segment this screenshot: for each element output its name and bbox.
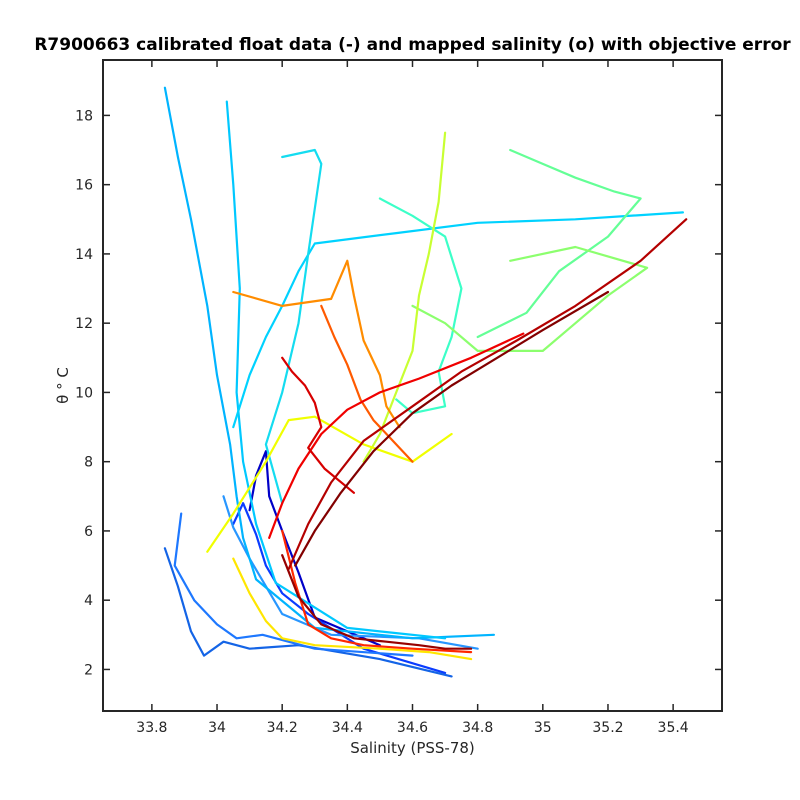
series-line-8	[264, 148, 323, 505]
x-axis-label: Salinity (PSS-78)	[350, 739, 475, 757]
series-line-15	[232, 259, 401, 429]
y-tick-label: 4	[84, 593, 93, 609]
series-line-13	[206, 415, 453, 553]
series-line-6	[225, 100, 447, 640]
series-line-18	[268, 332, 525, 540]
series-line-22	[294, 290, 610, 567]
plot-area	[103, 60, 722, 711]
series-line-3	[173, 512, 414, 657]
y-tick-label: 16	[75, 178, 93, 194]
y-tick-label: 18	[75, 108, 93, 124]
x-tick-label: 33.8	[136, 720, 167, 736]
series-layer	[163, 86, 688, 678]
series-line-21	[281, 554, 473, 650]
y-tick-label: 10	[75, 385, 93, 401]
x-tick-label: 34	[208, 720, 226, 736]
y-tick-label: 2	[84, 662, 93, 678]
x-tick-label: 35.4	[658, 720, 689, 736]
series-line-0	[248, 450, 381, 647]
series-line-20	[287, 218, 688, 571]
x-axis: 33.8 34 34.2 34.4 34.6 34.8 35 35.2 35.4	[136, 60, 689, 736]
y-tick-label: 12	[75, 316, 93, 332]
series-line-9	[378, 197, 463, 415]
x-tick-label: 34.6	[397, 720, 428, 736]
series-line-2	[163, 547, 453, 678]
series-line-16	[320, 304, 414, 463]
y-tick-label: 6	[84, 524, 93, 540]
x-tick-label: 34.2	[267, 720, 298, 736]
series-line-10	[476, 148, 642, 339]
series-line-11	[411, 245, 649, 352]
series-line-19	[281, 356, 355, 494]
x-tick-label: 35.2	[592, 720, 623, 736]
y-axis-label: θ ° C	[54, 367, 72, 404]
x-tick-label: 34.8	[462, 720, 493, 736]
y-axis: 2 4 6 8 10 12 14 16 18	[75, 108, 722, 678]
y-tick-label: 14	[75, 247, 93, 263]
series-line-14	[232, 557, 473, 661]
x-tick-label: 34.4	[332, 720, 363, 736]
chart-title: R7900663 calibrated float data (-) and m…	[34, 35, 791, 55]
x-tick-label: 35	[534, 720, 552, 736]
y-tick-label: 8	[84, 455, 93, 471]
series-line-17	[281, 529, 473, 654]
